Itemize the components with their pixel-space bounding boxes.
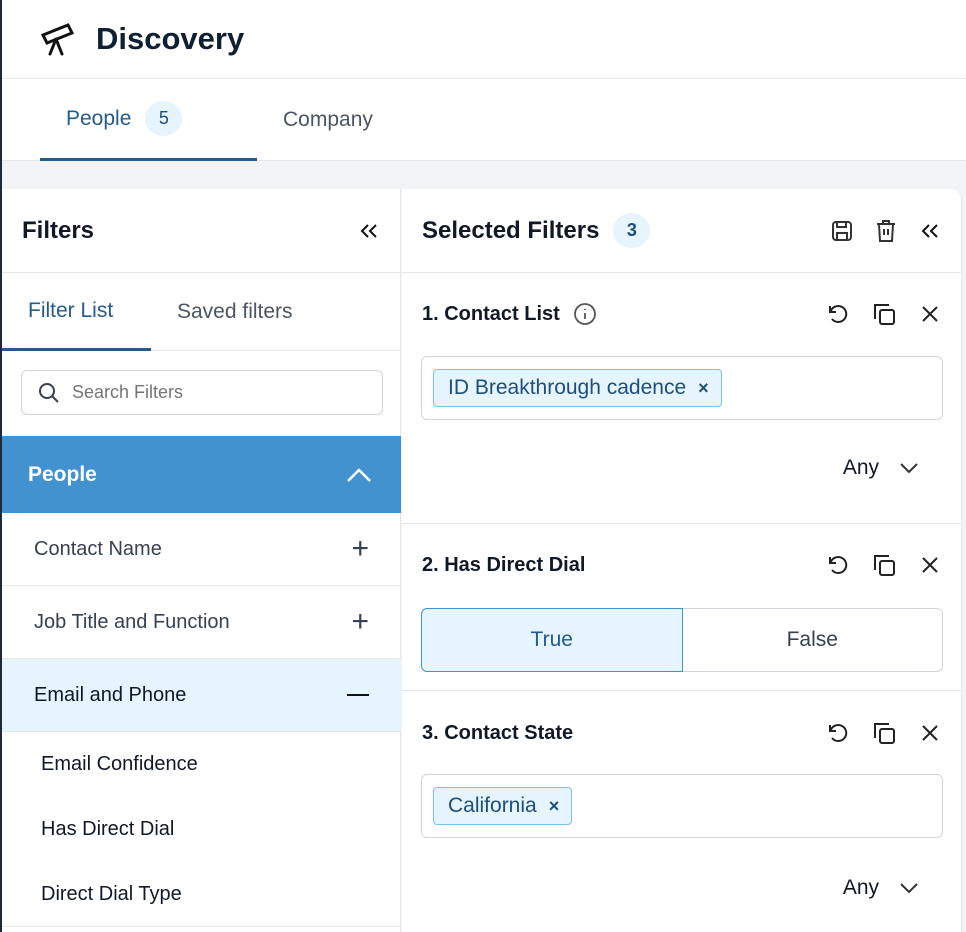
contact-list-input[interactable]: ID Breakthrough cadence × [421,356,943,420]
duplicate-icon[interactable] [872,721,896,745]
count-badge: 3 [613,213,651,248]
collapse-icon[interactable] [358,223,380,239]
telescope-icon [40,23,75,56]
section-people[interactable]: People [2,436,401,513]
minus-icon[interactable] [347,694,369,696]
contact-state-input[interactable]: California × [421,774,943,838]
reset-icon[interactable] [826,302,850,326]
filter-item-contact-name[interactable]: Contact Name + [2,513,401,586]
subitem-email-confidence[interactable]: Email Confidence [41,753,198,775]
tab-people[interactable]: People 5 [40,79,257,161]
match-value: Any [842,456,879,479]
page-title: Discovery [96,21,245,56]
trash-icon[interactable] [875,219,897,243]
tag-label: California [448,794,537,817]
tab-filter-list[interactable]: Filter List [2,273,151,351]
reset-icon[interactable] [826,553,850,577]
reset-icon[interactable] [826,721,850,745]
match-dropdown[interactable]: Any [843,876,919,900]
tag-label: ID Breakthrough cadence [448,376,687,399]
filters-panel: Filters Filter List Saved filters People… [2,189,401,932]
tab-company[interactable]: Company [283,108,373,131]
match-dropdown[interactable]: Any [843,456,919,480]
subitem-has-direct-dial[interactable]: Has Direct Dial [41,818,175,840]
tab-saved-filters[interactable]: Saved filters [177,300,293,323]
close-icon[interactable] [918,302,942,326]
plus-icon[interactable]: + [351,605,369,638]
search-icon [39,382,59,403]
chevron-up-icon [347,467,371,482]
remove-tag-icon[interactable]: × [698,377,709,398]
filter-item-email-phone[interactable]: Email and Phone [2,659,401,732]
info-icon[interactable] [573,303,596,325]
selected-filters-panel: Selected Filters 3 1. Contact List ID Bre… [402,189,962,932]
filter-title: 2. Has Direct Dial [422,553,586,576]
direct-dial-toggle: True False [421,608,943,672]
search-input[interactable] [72,382,352,403]
close-icon[interactable] [918,553,942,577]
filter-contact-state: 3. Contact State California × Any [402,691,961,932]
main-tabs: People 5 Company [2,79,966,161]
subitem-direct-dial-type[interactable]: Direct Dial Type [2,862,401,927]
section-label: People [28,462,97,486]
search-filters[interactable] [21,370,383,415]
count-badge: 5 [145,101,183,136]
remove-tag-icon[interactable]: × [548,795,560,816]
collapse-icon[interactable] [919,223,941,239]
false-option[interactable]: False [682,608,943,672]
filters-title: Filters [22,216,95,244]
filter-contact-list: 1. Contact List ID Breakthrough cadence ×… [402,273,961,524]
chevron-down-icon [900,883,918,894]
selected-title: Selected Filters [422,216,600,244]
item-label: Email and Phone [34,683,187,706]
window-edge [0,0,2,932]
selected-tag: ID Breakthrough cadence × [433,369,722,407]
filter-has-direct-dial: 2. Has Direct Dial True False [402,524,961,691]
true-option[interactable]: True [421,608,683,672]
filter-title: 3. Contact State [422,721,574,744]
close-icon[interactable] [918,721,942,745]
app-header: Discovery [2,0,966,79]
filter-item-job-title[interactable]: Job Title and Function + [2,586,401,659]
item-label: Contact Name [34,537,162,560]
selected-tag: California × [433,787,573,825]
match-value: Any [842,876,879,899]
filter-title: 1. Contact List [422,302,560,325]
duplicate-icon[interactable] [872,302,896,326]
save-icon[interactable] [831,220,853,242]
duplicate-icon[interactable] [872,553,896,577]
tab-label: People [66,106,132,130]
item-label: Job Title and Function [34,610,230,633]
plus-icon[interactable]: + [351,532,369,565]
chevron-down-icon [900,463,918,474]
